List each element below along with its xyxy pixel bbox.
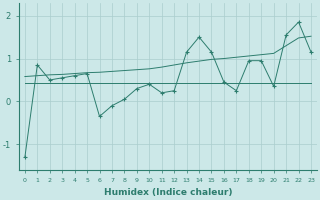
X-axis label: Humidex (Indice chaleur): Humidex (Indice chaleur) — [104, 188, 232, 197]
